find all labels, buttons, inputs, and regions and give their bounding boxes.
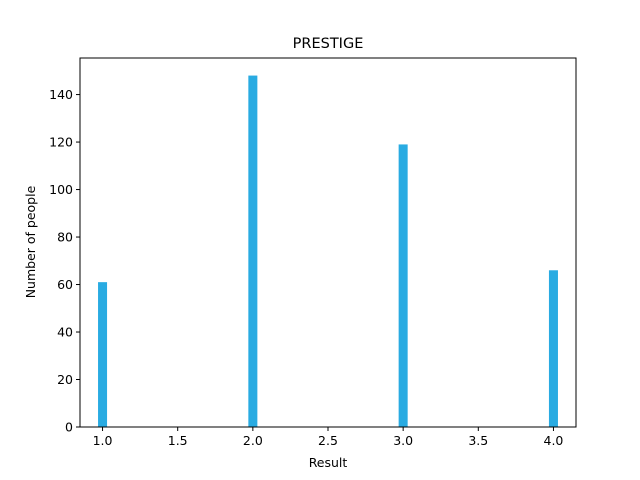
x-tick-label: 3.0 — [393, 433, 413, 448]
bar — [398, 144, 408, 427]
bar — [98, 282, 108, 427]
y-tick-label: 40 — [57, 325, 73, 340]
x-tick-label: 2.0 — [243, 433, 263, 448]
y-tick-label: 60 — [57, 277, 73, 292]
x-tick-label: 3.5 — [468, 433, 488, 448]
x-tick-label: 2.5 — [318, 433, 338, 448]
x-tick-label: 4.0 — [544, 433, 564, 448]
y-tick-label: 80 — [57, 230, 73, 245]
y-tick-label: 100 — [49, 182, 73, 197]
plot-area: 1.0 1.5 2.0 2.5 3.0 3.5 4.0 0 20 40 60 80 100 120 140 — [49, 57, 577, 448]
x-tick-label: 1.5 — [168, 433, 188, 448]
y-tick-label: 0 — [65, 420, 73, 435]
bar — [248, 75, 258, 428]
bar — [548, 270, 558, 427]
y-axis-label: Number of people — [23, 185, 38, 298]
y-tick-label: 20 — [57, 372, 73, 387]
x-axis-label: Result — [309, 455, 348, 470]
plot-frame — [79, 57, 577, 428]
x-tick-label: 1.0 — [93, 433, 113, 448]
chart-title: PRESTIGE — [293, 36, 364, 52]
y-tick-label: 120 — [49, 135, 73, 150]
y-tick-label: 140 — [49, 87, 73, 102]
